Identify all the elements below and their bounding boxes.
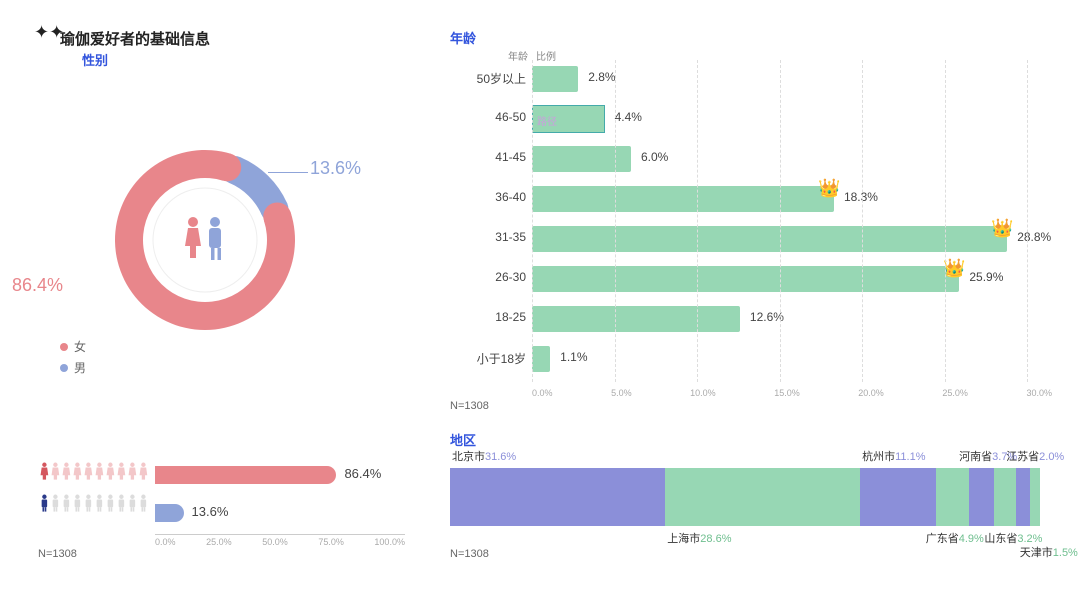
female-percent-label: 86.4%	[12, 275, 63, 296]
infographic-root: ✦✦ 瑜伽爱好者的基础信息 性别 86.4% 13.6% 女 男	[0, 0, 1080, 597]
age-row: 小于18岁 1.1%	[450, 340, 1050, 380]
age-n-label: N=1308	[450, 400, 489, 412]
gender-mini-bars: 86.4% 13.6%	[155, 460, 405, 536]
age-category: 46-50	[450, 110, 526, 124]
legend-label-female: 女	[74, 338, 86, 355]
page-title: 瑜伽爱好者的基础信息	[60, 28, 210, 49]
age-row: 41-45 6.0%	[450, 140, 1050, 180]
people-icon	[175, 210, 235, 270]
age-row: 26-30 25.9% 👑	[450, 260, 1050, 300]
age-bar	[532, 186, 834, 212]
age-category: 41-45	[450, 150, 526, 164]
age-category: 26-30	[450, 270, 526, 284]
crown-icon: 👑	[818, 178, 840, 199]
crown-icon: 👑	[991, 218, 1013, 239]
age-category: 36-40	[450, 190, 526, 204]
age-row: 36-40 18.3% 👑	[450, 180, 1050, 220]
legend-male: 男	[60, 359, 86, 376]
gender-legend: 女 男	[60, 338, 86, 380]
region-label: 上海市28.6%	[667, 530, 731, 546]
mini-bar-male: 13.6%	[155, 498, 405, 528]
age-row: 18-2512.6%	[450, 300, 1050, 340]
age-bar-chart: 50岁以上 2.8% 46-50 4.4% 路径 41-45 6.0% 36-40 18.3% 👑…	[450, 60, 1050, 380]
age-category: 小于18岁	[450, 350, 526, 367]
age-section-label: 年龄	[450, 28, 476, 47]
age-axis: 0.0%5.0%10.0%15.0%20.0%25.0%30.0%	[532, 388, 1052, 398]
mini-bar-female: 86.4%	[155, 460, 405, 490]
legend-female: 女	[60, 338, 86, 355]
age-category: 18-25	[450, 310, 526, 324]
age-value: 4.4%	[615, 110, 642, 124]
age-row: 46-50 4.4% 路径	[450, 100, 1050, 140]
age-value: 2.8%	[588, 70, 615, 84]
gender-mini-axis: 0.0%25.0%50.0%75.0%100.0%	[155, 534, 405, 547]
age-row: 31-35 28.8% 👑	[450, 220, 1050, 260]
age-bar	[532, 266, 959, 292]
legend-dot-female	[60, 343, 68, 351]
age-value: 6.0%	[641, 150, 668, 164]
age-bar	[532, 146, 631, 172]
age-bar	[532, 306, 740, 332]
legend-label-male: 男	[74, 359, 86, 376]
gender-n-label: N=1308	[38, 548, 77, 560]
male-percent-label: 13.6%	[310, 158, 361, 179]
age-row: 50岁以上 2.8%	[450, 60, 1050, 100]
region-label: 杭州市11.1%	[862, 448, 925, 464]
age-value: 18.3%	[844, 190, 878, 204]
age-value: 28.8%	[1017, 230, 1051, 244]
region-labels: 北京市31.6%上海市28.6%杭州市11.1%广东省4.9%河南省3.7%山东…	[450, 448, 1040, 558]
gender-waffle-chart	[38, 460, 148, 530]
age-value: 25.9%	[969, 270, 1003, 284]
region-label: 天津市1.5%	[1020, 544, 1078, 560]
gender-section-label: 性别	[82, 50, 108, 69]
age-bar	[532, 346, 550, 372]
region-label: 广东省4.9%	[926, 530, 984, 546]
region-section-label: 地区	[450, 430, 476, 449]
region-label: 江苏省2.0%	[1006, 448, 1064, 464]
age-category: 50岁以上	[450, 70, 526, 87]
legend-dot-male	[60, 364, 68, 372]
age-selection-box[interactable]: 路径	[532, 105, 605, 133]
region-label: 北京市31.6%	[452, 448, 516, 464]
region-n-label: N=1308	[450, 548, 489, 560]
age-bar	[532, 226, 1007, 252]
male-callout-line	[268, 172, 308, 173]
age-bar	[532, 66, 578, 92]
crown-icon: 👑	[943, 258, 965, 279]
age-value: 1.1%	[560, 350, 587, 364]
age-category: 31-35	[450, 230, 526, 244]
